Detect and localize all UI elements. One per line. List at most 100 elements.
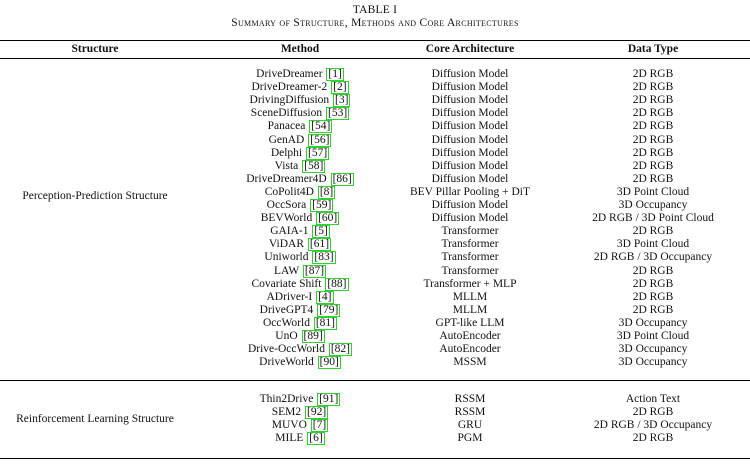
data-type-cell: 2D RGB [632, 225, 674, 238]
method-name: Uniworld [264, 251, 312, 264]
citation-link[interactable]: [8] [317, 185, 336, 199]
method-cell: OccSora [59] [200, 199, 400, 212]
method-cell: DriveDreamer4D [86] [200, 172, 400, 186]
table-row: Panacea [54] Diffusion Model 2D RGB [0, 120, 750, 134]
method-name: DriveWorld [259, 356, 317, 369]
data-type-cell: 2D RGB [632, 68, 674, 80]
citation-link[interactable]: [91] [317, 393, 341, 406]
method-cell: DrivingDiffusion [3] [200, 94, 400, 108]
citation-link[interactable]: [1] [326, 68, 344, 81]
core-architecture-cell: AutoEncoder [439, 330, 501, 342]
core-architecture-cell: Diffusion Model [431, 172, 509, 185]
data-type-cell: 2D RGB [632, 81, 674, 94]
citation-link[interactable]: [90] [317, 356, 341, 370]
core-architecture-cell: Diffusion Model [431, 120, 509, 133]
table-row: MUVO [7] GRU 2D RGB / 3D Occupancy [0, 419, 750, 433]
method-name: Delphi [270, 146, 305, 159]
method-name: BEVWorld [260, 212, 316, 225]
method-name: UnO [275, 330, 301, 342]
data-type-cell: 2D RGB [632, 406, 674, 419]
data-type-cell: 2D RGB [632, 146, 674, 159]
core-architecture-cell: Diffusion Model [431, 81, 509, 94]
method-name: DriveDreamer-2 [251, 81, 331, 94]
citation-link[interactable]: [83] [312, 251, 336, 265]
citation-link[interactable]: [5] [312, 225, 330, 239]
table-row: MILE [6] PGM 2D RGB [0, 432, 750, 446]
method-name: DriveDreamer [256, 68, 326, 80]
table-row: DriveDreamer4D [86] Diffusion Model 2D RGB [0, 172, 750, 186]
data-type-cell: 2D RGB / 3D Point Cloud [592, 212, 714, 225]
table-row: GenAD [56] Diffusion Model 2D RGB [0, 133, 750, 147]
method-cell: MUVO [7] [200, 419, 400, 433]
core-architecture-cell: Diffusion Model [431, 107, 509, 120]
citation-link[interactable]: [6] [307, 432, 325, 446]
method-name: OccWorld [262, 316, 313, 329]
table-row: SEM2 [92] RSSM 2D RGB [0, 406, 750, 420]
citation-link[interactable]: [58] [302, 159, 326, 173]
table-row: Drive-OccWorld [82] AutoEncoder 3D Occupan… [0, 343, 750, 357]
core-architecture-cell: Diffusion Model [431, 94, 509, 107]
citation-link[interactable]: [92] [305, 406, 329, 420]
method-cell: DriveDreamer [1] [200, 68, 400, 81]
data-type-cell: 2D RGB [632, 172, 674, 185]
citation-link[interactable]: [53] [326, 107, 350, 121]
method-name: ViDAR [268, 238, 307, 251]
method-cell: DriveGPT4 [79] [200, 303, 400, 317]
bottom-rule [0, 458, 750, 459]
citation-link[interactable]: [4] [316, 290, 334, 304]
citation-link[interactable]: [87] [302, 264, 327, 278]
method-cell: Thin2Drive [91] [200, 393, 400, 406]
section-divider-rule [0, 380, 750, 381]
citation-link[interactable]: [88] [325, 277, 349, 291]
table-row: BEVWorld [60] Diffusion Model 2D RGB / 3D … [0, 212, 750, 226]
method-cell: GAIA-1 [5] [200, 225, 400, 239]
citation-link[interactable]: [60] [316, 212, 340, 226]
method-name: LAW [273, 264, 302, 277]
method-name: DrivingDiffusion [249, 94, 333, 107]
core-architecture-cell: Diffusion Model [431, 133, 509, 146]
data-type-cell: 2D RGB [632, 107, 674, 120]
header-core-architecture: Core Architecture [425, 43, 515, 55]
citation-link[interactable]: [57] [306, 146, 330, 160]
method-name: CoPolit4D [264, 185, 317, 198]
citation-link[interactable]: [82] [328, 343, 353, 357]
citation-link[interactable]: [81] [313, 316, 338, 330]
core-architecture-cell: Diffusion Model [431, 212, 509, 225]
data-type-cell: 3D Occupancy [618, 199, 688, 211]
citation-link[interactable]: [89] [301, 330, 325, 343]
core-architecture-cell: BEV Pillar Pooling + DiT [409, 185, 530, 198]
table-row: Delphi [57] Diffusion Model 2D RGB [0, 146, 750, 160]
citation-link[interactable]: [7] [310, 419, 329, 433]
citation-link[interactable]: [3] [333, 94, 351, 108]
table-row: DriveDreamer [1] Diffusion Model 2D RGB [0, 68, 750, 81]
table-row: Uniworld [83] Transformer 2D RGB / 3D Occu… [0, 251, 750, 265]
citation-link[interactable]: [86] [330, 172, 354, 186]
method-cell: Vista [58] [200, 159, 400, 173]
data-type-cell: 3D Occupancy [618, 343, 688, 356]
method-name: MILE [275, 432, 307, 445]
table-row: GAIA-1 [5] Transformer 2D RGB [0, 225, 750, 239]
header-structure: Structure [71, 43, 119, 55]
structure-label: Reinforcement Learning Structure [16, 413, 174, 425]
method-cell: GenAD [56] [200, 133, 400, 147]
citation-link[interactable]: [2] [331, 81, 349, 95]
method-cell: OccWorld [81] [200, 316, 400, 330]
citation-link[interactable]: [56] [308, 133, 332, 147]
core-architecture-cell: GPT-like LLM [435, 316, 505, 329]
citation-link[interactable]: [61] [307, 238, 332, 252]
core-architecture-cell: Transformer [441, 251, 499, 264]
method-cell: Panacea [54] [200, 120, 400, 134]
citation-link[interactable]: [54] [309, 120, 333, 134]
core-architecture-cell: Diffusion Model [431, 159, 509, 172]
table-row: Thin2Drive [91] RSSM Action Text [0, 393, 750, 406]
citation-link[interactable]: [79] [317, 303, 341, 317]
citation-link[interactable]: [59] [310, 199, 334, 212]
data-type-cell: 2D RGB [632, 120, 674, 133]
method-cell: BEVWorld [60] [200, 212, 400, 226]
core-architecture-cell: AutoEncoder [439, 343, 501, 356]
table-row: CoPolit4D [8] BEV Pillar Pooling + DiT 3D … [0, 185, 750, 199]
core-architecture-cell: RSSM [454, 393, 486, 405]
core-architecture-cell: Transformer [441, 225, 499, 238]
core-architecture-cell: RSSM [454, 406, 486, 419]
core-architecture-cell: MLLM [452, 303, 488, 316]
